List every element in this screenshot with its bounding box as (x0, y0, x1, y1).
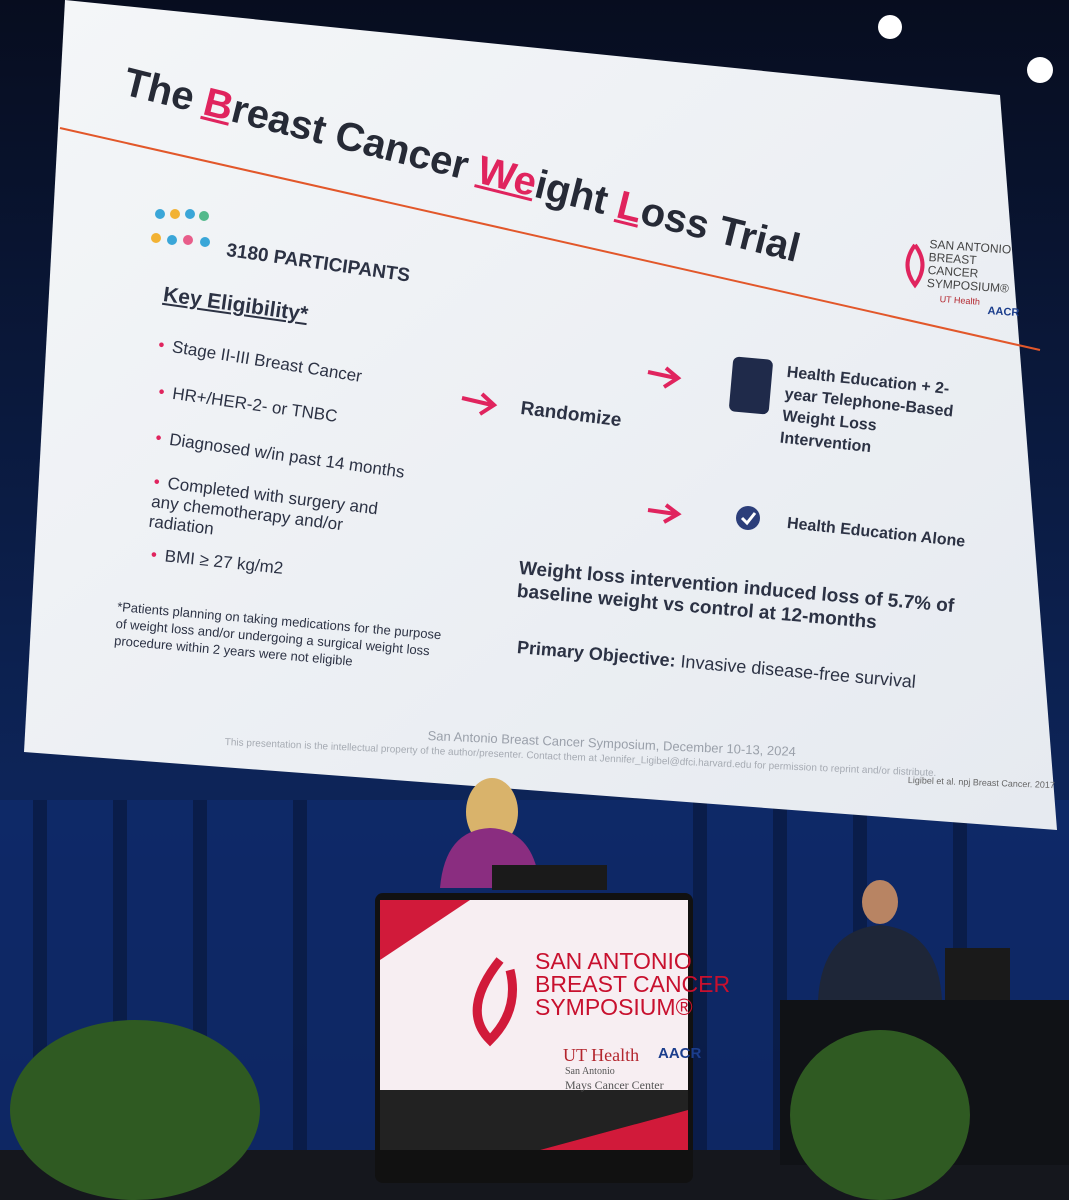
podium-ut: UT Health (563, 1045, 640, 1065)
check-mark (740, 512, 757, 526)
laptop (492, 865, 607, 890)
screen (24, 0, 1057, 830)
light (1027, 57, 1053, 83)
podium-aacr: AACR (658, 1045, 702, 1062)
phone-icon (729, 356, 773, 415)
arrows (461, 366, 682, 524)
plants (10, 1020, 970, 1200)
podium-line: BREAST CANCER (535, 971, 731, 997)
laptop (945, 948, 1010, 1000)
podium-ut-center: Mays Cancer Center (565, 1078, 664, 1092)
light (878, 15, 902, 39)
podium-ut-sub: San Antonio (565, 1066, 615, 1077)
podium (375, 893, 693, 1183)
logo-aacr: AACR (987, 305, 1020, 320)
title-rule (59, 127, 1041, 351)
podium-line: SAN ANTONIO (535, 948, 692, 974)
ribbon-logo (905, 243, 925, 289)
podium-title: SAN ANTONIO BREAST CANCER SYMPOSIUM® (535, 950, 730, 1019)
arm: Health Education + 2-year Telephone-Base… (779, 363, 955, 457)
people-icon (151, 209, 210, 247)
podium-line: SYMPOSIUM® (535, 994, 693, 1020)
logo-name: SAN ANTONIO BREAST CANCER SYMPOSIUM® (926, 237, 1012, 296)
check-icon (736, 506, 760, 530)
